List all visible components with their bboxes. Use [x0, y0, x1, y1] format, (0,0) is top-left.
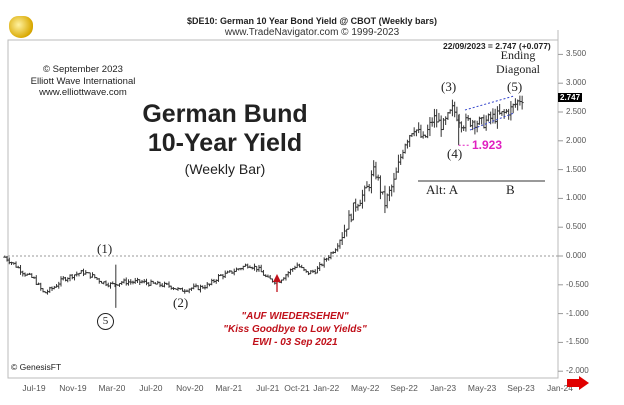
last-value-readout: 22/09/2023 = 2.747 (+0.077)	[443, 41, 551, 51]
plot-frame	[7, 30, 559, 379]
y-tick-label: 3.000	[566, 78, 587, 88]
overlay-title-line2: 10-Year Yield	[147, 129, 303, 157]
y-tick-label: -1.500	[566, 337, 589, 347]
wave-2-label: (2)	[173, 295, 189, 310]
x-tick-label: May-23	[467, 383, 497, 393]
y-tick-label: -2.000	[566, 366, 589, 376]
credits: © September 2023 Elliott Wave Internatio…	[28, 64, 138, 99]
wave-5-circled-label: 5	[97, 313, 114, 330]
ending-label: Ending	[500, 48, 536, 62]
x-tick-label: Sep-22	[390, 383, 418, 393]
x-tick-label: Jul-19	[22, 383, 46, 393]
red-note-line2: "Kiss Goodbye to Low Yields"	[223, 324, 367, 335]
x-tick-label: Nov-19	[59, 383, 87, 393]
x-tick-label: Jan-23	[430, 383, 457, 393]
credit-website: www.elliottwave.com	[39, 87, 127, 98]
x-tick-label: Nov-20	[176, 383, 204, 393]
scroll-right-arrow-icon[interactable]	[567, 376, 589, 390]
diagonal-label: Diagonal	[496, 62, 540, 76]
wave-4-low-value: 1.923	[472, 138, 503, 152]
wave-5-label: (5)	[507, 79, 523, 94]
overlay-subtitle: (Weekly Bar)	[184, 161, 266, 177]
x-tick-label: Mar-21	[215, 383, 243, 393]
logo-icon	[9, 16, 33, 38]
y-tick-label: -0.500	[566, 279, 589, 289]
x-tick-label: Jul-21	[256, 383, 280, 393]
y-tick-label: -1.000	[566, 308, 589, 318]
chart-source: www.TradeNavigator.com © 1999-2023	[224, 27, 400, 38]
x-tick-label: Mar-20	[98, 383, 126, 393]
genesis-credit: © GenesisFT	[11, 362, 62, 372]
chart-title: $DE10: German 10 Year Bond Yield @ CBOT …	[186, 16, 438, 26]
red-note-line3: EWI - 03 Sep 2021	[252, 337, 338, 348]
overlay-title-line1: German Bund	[142, 100, 308, 128]
alt-a-label: Alt: A	[426, 182, 459, 197]
y-tick-label: 1.000	[566, 193, 587, 203]
ending-diagonal-label: Ending Diagonal	[492, 48, 544, 76]
y-tick-label: 3.500	[566, 49, 587, 59]
x-tick-label: Jan-24	[546, 383, 573, 393]
y-tick-label: 0.500	[566, 222, 587, 232]
wave-4-label: (4)	[447, 146, 463, 161]
y-tick-label: 2.000	[566, 135, 587, 145]
wave-1-label: (1)	[97, 241, 113, 256]
wave-3-label: (3)	[441, 79, 457, 94]
credit-company: Elliott Wave International	[30, 75, 136, 87]
red-arrow-up-icon	[273, 274, 281, 282]
y-tick-label: 1.500	[566, 164, 587, 174]
alt-b-label: B	[506, 182, 515, 197]
x-tick-label: Oct-21	[284, 383, 310, 393]
diagonal-upper-line	[464, 95, 515, 111]
credit-copyright: © September 2023	[43, 64, 123, 75]
red-note-line1: "AUF WIEDERSEHEN"	[241, 311, 349, 322]
y-tick-label: 0.000	[566, 251, 587, 260]
x-tick-label: Sep-23	[507, 383, 535, 393]
x-tick-label: May-22	[350, 383, 380, 393]
y-tick-label: 2.500	[566, 107, 587, 116]
overlay-title: German Bund 10-Year Yield	[110, 100, 340, 158]
x-tick-label: Jan-22	[313, 383, 340, 393]
x-tick-label: Jul-20	[139, 383, 163, 393]
last-price-tag: 2.747	[558, 93, 583, 102]
